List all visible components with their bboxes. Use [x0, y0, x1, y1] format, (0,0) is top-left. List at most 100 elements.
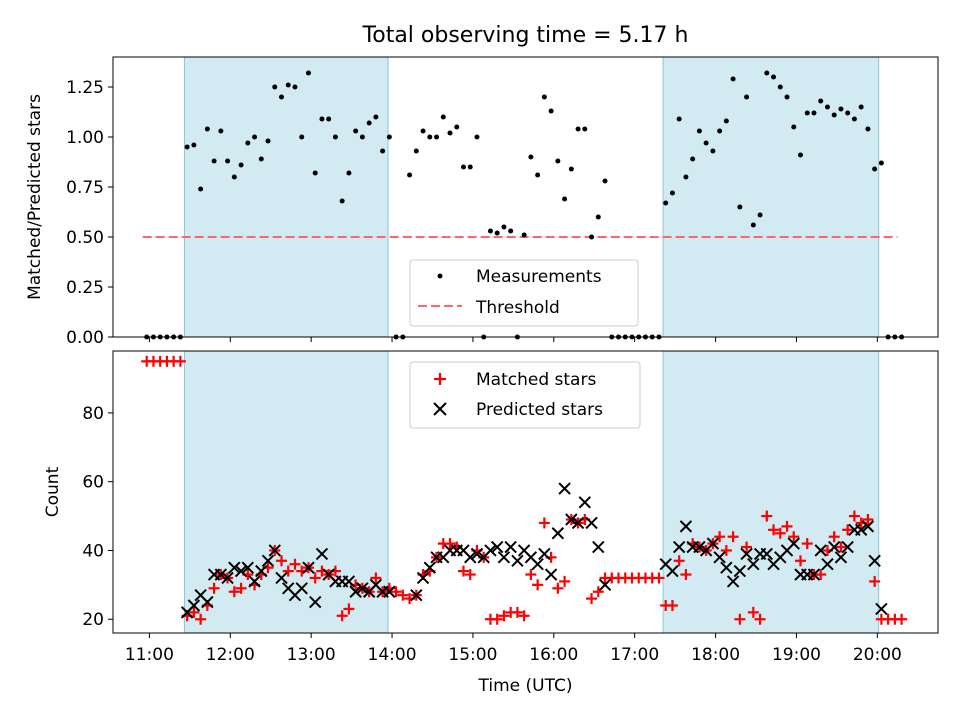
measurement-point: [595, 214, 601, 220]
predicted-star-point: [558, 482, 571, 495]
matched-star-point: [208, 582, 220, 594]
predicted-star-point: [464, 551, 477, 564]
measurement-point: [285, 82, 291, 88]
predicted-star-point: [349, 585, 362, 598]
predicted-star-point: [484, 544, 497, 557]
measurement-point: [346, 170, 352, 176]
x-tick-label: 19:00: [772, 645, 821, 665]
x-tick-label: 16:00: [529, 645, 578, 665]
x-tick-label: 13:00: [287, 645, 336, 665]
measurement-point: [602, 178, 608, 184]
ratio-y-tick-label: 1.00: [66, 128, 104, 148]
measurement-point: [744, 94, 750, 100]
measurement-point: [413, 148, 419, 154]
measurement-point: [353, 128, 359, 134]
measurement-point: [851, 116, 857, 122]
measurement-point: [204, 126, 210, 132]
measurement-point: [811, 110, 817, 116]
measurement-point: [427, 134, 433, 140]
predicted-star-point: [383, 585, 396, 598]
matched-star-point: [195, 613, 207, 625]
predicted-star-point: [538, 547, 551, 561]
measurement-point: [305, 70, 311, 76]
measurement-point: [373, 114, 379, 120]
measurement-point: [319, 116, 325, 122]
measurement-point: [676, 116, 682, 122]
matched-star-point: [592, 586, 604, 598]
matched-star-point: [774, 527, 786, 539]
matched-star-point: [457, 565, 469, 577]
measurement-point: [407, 172, 413, 178]
matched-star-point: [390, 586, 402, 598]
measurement-point: [750, 222, 756, 228]
matched-star-point: [309, 572, 321, 584]
measurement-point: [791, 124, 797, 130]
predicted-star-point: [598, 578, 612, 592]
measurement-point: [548, 108, 554, 114]
measurement-point: [568, 166, 574, 172]
predicted-star-point: [854, 523, 868, 537]
measurement-point: [238, 162, 244, 168]
measurement-point: [555, 158, 561, 164]
matched-star-point: [666, 599, 678, 611]
ratio-y-tick-label: 0.50: [66, 228, 104, 248]
predicted-star-point: [841, 540, 854, 554]
matched-star-point: [525, 569, 537, 581]
x-tick-label: 15:00: [448, 645, 497, 665]
predicted-star-point: [666, 564, 679, 578]
matched-star-point: [896, 613, 908, 625]
predicted-star-point: [592, 540, 605, 554]
matched-star-point: [842, 524, 854, 536]
measurement-point: [272, 84, 278, 90]
measurement-point: [434, 134, 440, 140]
measurement-point: [663, 200, 669, 206]
measurement-point: [818, 98, 824, 104]
predicted-star-point: [578, 496, 592, 509]
measurement-point: [211, 158, 217, 164]
measurement-point: [858, 104, 864, 110]
measurement-point: [332, 134, 338, 140]
measurement-point: [218, 128, 224, 134]
predicted-star-point: [470, 547, 484, 561]
measurement-point: [252, 134, 258, 140]
predicted-star-point: [275, 571, 288, 585]
matched-star-point: [788, 531, 800, 543]
matched-star-point: [174, 355, 186, 367]
matched-star-point: [538, 517, 550, 529]
predicted-star-point: [356, 582, 369, 595]
measurement-point: [326, 116, 332, 122]
measurement-point: [669, 190, 675, 196]
matched-star-point: [862, 514, 874, 526]
matched-star-point: [532, 579, 544, 591]
matched-star-point: [653, 572, 665, 584]
predicted-star-point: [342, 575, 356, 588]
measurement-point: [299, 134, 305, 140]
ratio-panel-x-tick-marks: [148, 337, 878, 342]
measurement-point: [838, 106, 844, 112]
measurement-point: [359, 134, 365, 140]
predicted-star-point: [295, 582, 308, 595]
measurement-point: [777, 84, 783, 90]
legend-threshold-label: Threshold: [475, 298, 560, 318]
measurement-point: [225, 158, 231, 164]
measurement-point: [508, 228, 514, 234]
shaded-span-2: [662, 350, 880, 634]
matched-star-point: [761, 510, 773, 522]
measurement-point: [279, 94, 285, 100]
matched-star-point: [491, 613, 503, 625]
measurement-point: [730, 76, 736, 82]
predicted-star-point: [228, 561, 241, 574]
measurement-point: [339, 198, 345, 204]
predicted-star-point: [221, 571, 234, 585]
measurement-point: [312, 170, 318, 176]
count-panel-y-axis: 20 40 60 80: [82, 404, 113, 630]
matched-star-point: [289, 558, 301, 570]
count-y-tick-label: 40: [82, 541, 104, 561]
legend-matched-label: Matched stars: [476, 370, 596, 390]
chart-title: Total observing time = 5.17 h: [362, 23, 689, 48]
measurement-point: [717, 128, 723, 134]
matched-star-point: [848, 510, 860, 522]
matched-star-point: [235, 582, 247, 594]
predicted-star-point: [308, 595, 322, 609]
matched-star-point: [511, 606, 523, 618]
